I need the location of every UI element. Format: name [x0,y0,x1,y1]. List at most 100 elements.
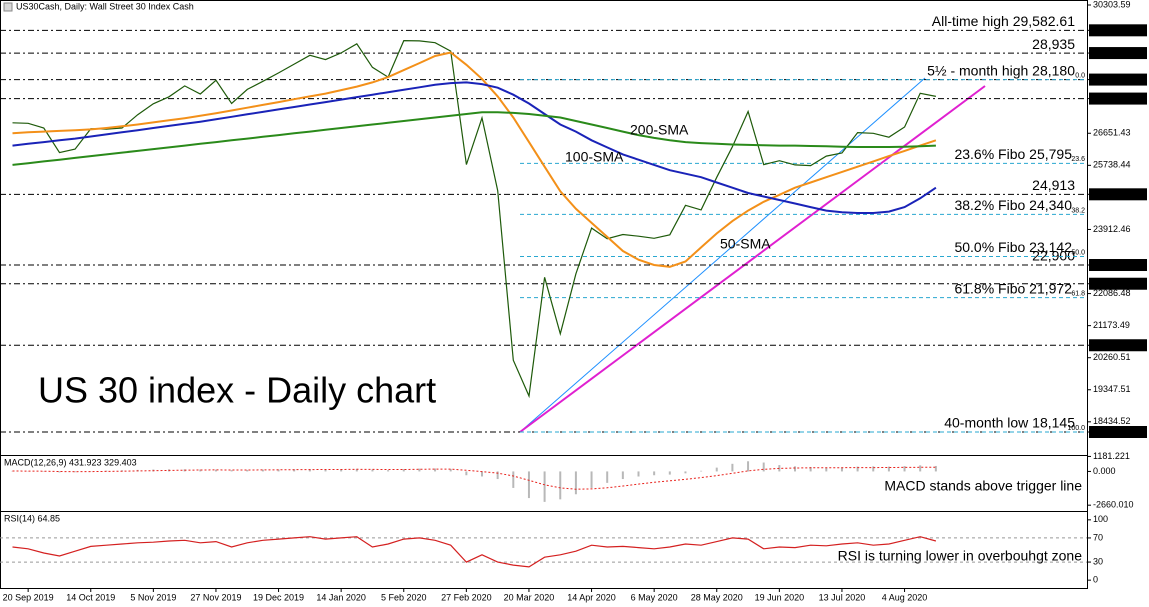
macd-bar [214,469,217,472]
series-line [12,51,937,268]
macd-bar [324,469,327,472]
y-tick-label: 70 [1093,532,1103,542]
macd-bar [277,469,280,472]
macd-bar [402,469,405,472]
y-tick-box [1089,425,1147,438]
fibo-tag: 61.8 [1071,290,1085,297]
x-tick-label: 14 Apr 2020 [567,592,616,602]
macd-bar [355,468,358,472]
rsi-annotation: RSI is turning lower in overbouhgt zone [838,548,1083,564]
series-line [12,536,937,568]
y-tick-label: 22086.48 [1093,288,1131,298]
x-tick-label: 19 Jun 2020 [755,592,805,602]
y-tick-label: 20615.00 [1093,340,1131,350]
series-line [12,81,937,214]
y-tick-label: 27639.00 [1093,93,1131,103]
macd-bar [543,471,546,502]
macd-bar [527,471,530,499]
y-tick-label: 29582.61 [1093,25,1131,35]
macd-bar [199,469,202,472]
trend-line [519,85,986,433]
macd-bar [700,470,703,472]
x-tick-label: 19 Dec 2019 [253,592,304,602]
channel-line [519,77,926,433]
signal-line [12,466,936,490]
macd-bar [308,469,311,472]
macd-bar [668,471,671,475]
macd-bar [465,471,468,476]
macd-bar [293,469,296,472]
macd-bar [778,465,781,472]
x-tick-label: 27 Nov 2019 [190,592,241,602]
x-tick-label: 27 Feb 2020 [441,592,492,602]
y-tick-box [1089,92,1147,105]
x-tick-label: 5 Nov 2019 [130,592,176,602]
macd-bar [637,471,640,477]
rsi-header: RSI(14) 64.85 [4,513,60,523]
macd-bar [747,461,750,472]
macd-annotation: MACD stands above trigger line [884,478,1082,494]
level-label: 40-month low 18,145 [944,415,1075,431]
y-tick-label: 26651.43 [1093,128,1131,138]
icon [3,2,13,12]
macd-bar [762,462,765,472]
macd-bar [934,465,937,472]
macd-bar [919,465,922,472]
y-tick-label: 25738.44 [1093,160,1131,170]
y-tick-label: 1181.221 [1093,451,1130,461]
macd-bar [590,471,593,488]
macd-bar [809,466,812,472]
macd-header: MACD(12,26,9) 431.923 329.403 [4,457,137,467]
macd-bar [496,471,499,480]
macd-bar [684,471,687,474]
macd-bar [621,471,624,480]
chart-title: US 30 index - Daily chart [38,370,436,411]
y-tick-box [1089,188,1147,201]
y-tick-box [1089,259,1147,272]
macd-bar [559,471,562,500]
macd-bar [887,466,890,472]
macd-bar [715,467,718,472]
macd-bar [731,463,734,472]
macd-bar [574,471,577,495]
macd-bar [434,468,437,472]
fibo-tag: 100.0 [1067,425,1085,432]
macd-bar [418,468,421,472]
fibo-label: 61.8% Fibo 21,972 [954,280,1072,296]
macd-bar [512,471,515,488]
y-tick-label: 0 [1093,575,1098,585]
fibo-tag: 23.6 [1071,156,1085,163]
level-label: 5½ - month high 28,180 [927,62,1075,78]
macd-bar [58,471,61,473]
macd-bar [261,469,264,472]
y-tick-label: 21173.49 [1093,320,1130,330]
x-tick-label: 14 Jan 2020 [316,592,366,602]
level-label: 28,935 [1032,36,1075,52]
y-tick-label: 0.000 [1093,466,1116,476]
macd-bar [903,466,906,472]
macd-bar [246,469,249,472]
macd-bar [74,471,77,473]
macd-bar [481,471,483,477]
series-label: 50-SMA [720,236,771,252]
y-tick-label: 28935.00 [1093,47,1131,57]
fibo-tag: 38.2 [1071,207,1085,214]
macd-bar [606,471,609,483]
fibo-label: 38.2% Fibo 24,340 [954,197,1072,213]
y-tick-label: 24913.00 [1093,189,1131,199]
macd-bar [230,470,233,472]
x-tick-label: 20 Sep 2019 [3,592,54,602]
y-tick-label: 22367.00 [1093,278,1131,288]
fibo-tag: 50.0 [1071,249,1085,256]
fibo-label: 23.6% Fibo 25,795 [954,146,1072,162]
frame [0,0,1088,589]
macd-bar [840,467,843,472]
y-tick-label: 19347.51 [1093,384,1131,394]
y-tick-label: 30 [1093,556,1103,566]
level-label: 24,913 [1032,177,1075,193]
fibo-label: 50.0% Fibo 23,142 [954,239,1072,255]
macd-bar [371,469,374,472]
series-label: 200-SMA [630,122,689,138]
y-tick-label: 18145.00 [1093,426,1131,436]
